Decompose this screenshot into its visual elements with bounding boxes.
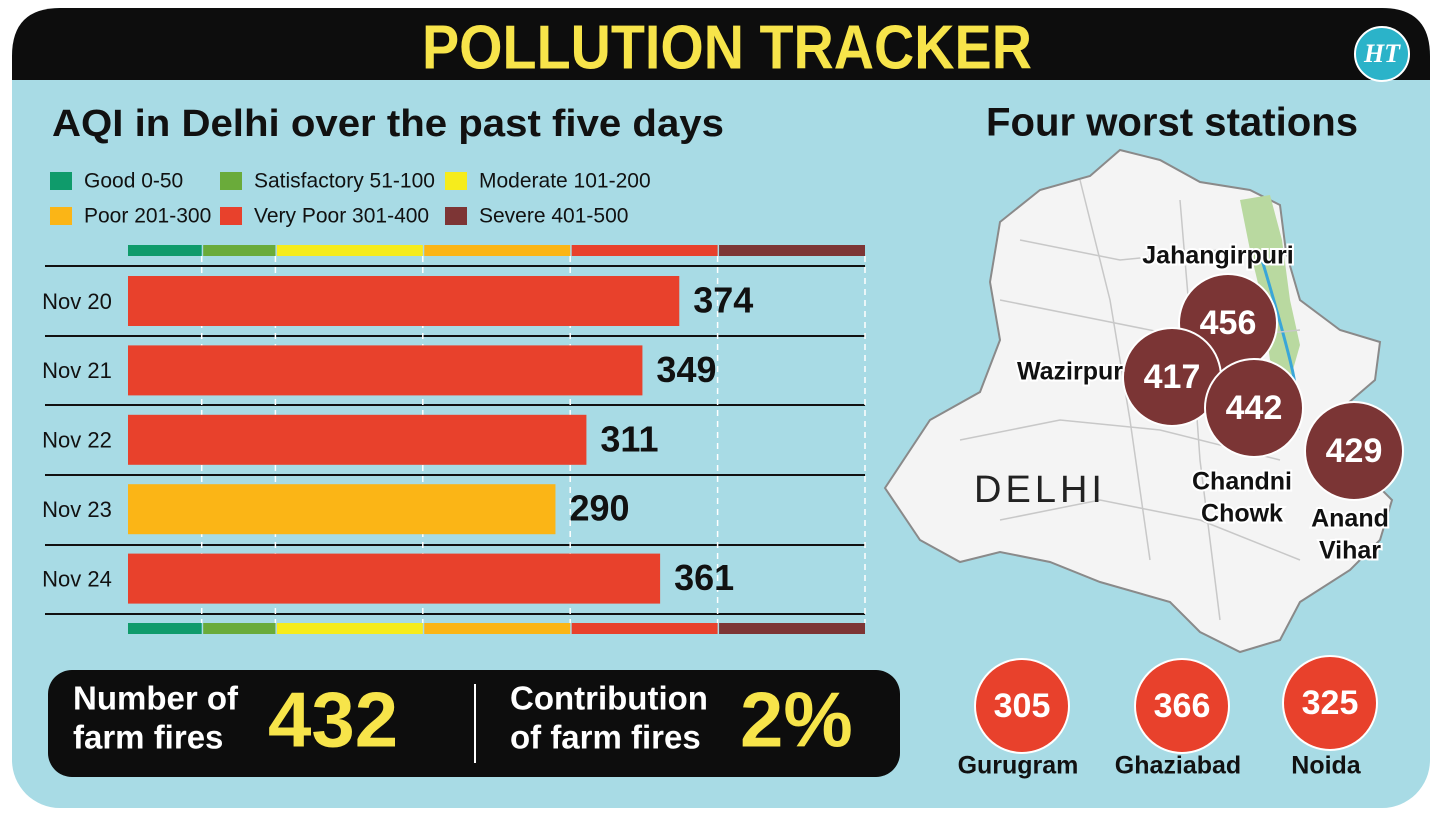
legend-swatch [220, 207, 242, 225]
legend-swatch [220, 172, 242, 190]
band-strip [719, 623, 865, 634]
summary-value: 2% [740, 676, 853, 764]
logo-circle [1354, 26, 1410, 82]
bar [128, 345, 643, 396]
value-label: 374 [693, 280, 753, 321]
city-value: 305 [994, 687, 1051, 725]
station-name: Jahangirpuri [1142, 242, 1293, 270]
city-circle [1282, 655, 1378, 751]
road [1019, 239, 1221, 261]
band-strip [424, 245, 571, 256]
station-name: Anand [1311, 505, 1389, 533]
header-band [12, 8, 1430, 80]
band-strip [276, 623, 423, 634]
city-circle [974, 658, 1070, 754]
band-strip [203, 623, 276, 634]
legend-label: Good 0-50 [84, 170, 183, 193]
city-value: 325 [1302, 684, 1359, 722]
city-value: 366 [1154, 687, 1211, 725]
summary-label: Number of [73, 680, 239, 717]
legend-swatch [445, 207, 467, 225]
map-label: DELHI [974, 469, 1106, 511]
bar [128, 276, 680, 326]
value-label: 290 [569, 488, 629, 529]
station-name: Wazirpur [1017, 358, 1123, 386]
station-value: 456 [1200, 304, 1257, 342]
station-value: 442 [1226, 389, 1283, 427]
header-title: POLLUTION TRACKER [422, 13, 1032, 82]
y-tick-label: Nov 20 [42, 289, 112, 314]
band-strip [276, 245, 423, 256]
summary-label: farm fires [73, 719, 223, 756]
station-name: Chowk [1201, 500, 1283, 528]
row-separators [45, 265, 865, 615]
logo: HT [1363, 39, 1401, 68]
city-name: Noida [1291, 752, 1362, 780]
value-label: 349 [656, 349, 716, 390]
legend-label: Satisfactory 51-100 [254, 170, 435, 193]
road [959, 419, 1281, 461]
band-strip [128, 623, 202, 634]
bar [128, 484, 556, 535]
station-name: Vihar [1319, 537, 1381, 565]
road [999, 499, 1301, 561]
legend-label: Poor 201-300 [84, 205, 211, 228]
summary-label: Contribution [510, 680, 708, 717]
band-strip [203, 245, 276, 256]
band-strip [128, 245, 202, 256]
band-strip [719, 245, 865, 256]
bar [128, 553, 661, 604]
city-name: Gurugram [958, 752, 1079, 780]
y-tick-label: Nov 21 [42, 358, 112, 383]
legend-swatch [50, 207, 72, 225]
legend-label: Severe 401-500 [479, 205, 628, 228]
band-strip [571, 623, 718, 634]
chart-title: AQI in Delhi over the past five days [52, 103, 724, 145]
summary-value: 432 [268, 676, 398, 764]
legend-swatch [50, 172, 72, 190]
summary-label: of farm fires [510, 719, 701, 756]
legend-label: Moderate 101-200 [479, 170, 651, 193]
value-label: 361 [674, 557, 734, 598]
y-tick-label: Nov 23 [42, 497, 112, 522]
city-circle [1134, 658, 1230, 754]
y-tick-label: Nov 22 [42, 428, 112, 453]
station-circle [1304, 401, 1404, 501]
legend-swatch [445, 172, 467, 190]
legend-label: Very Poor 301-400 [254, 205, 429, 228]
station-value: 429 [1326, 432, 1383, 470]
city-name: Ghaziabad [1115, 752, 1241, 780]
value-label: 311 [600, 418, 658, 459]
station-circle [1204, 358, 1304, 458]
road [1079, 179, 1151, 561]
map-title: Four worst stations [986, 101, 1358, 145]
station-name: Chandni [1192, 468, 1292, 496]
band-strip [424, 623, 571, 634]
bar [128, 414, 587, 465]
station-value: 417 [1144, 358, 1201, 396]
band-strip [571, 245, 718, 256]
y-tick-label: Nov 24 [42, 566, 112, 591]
